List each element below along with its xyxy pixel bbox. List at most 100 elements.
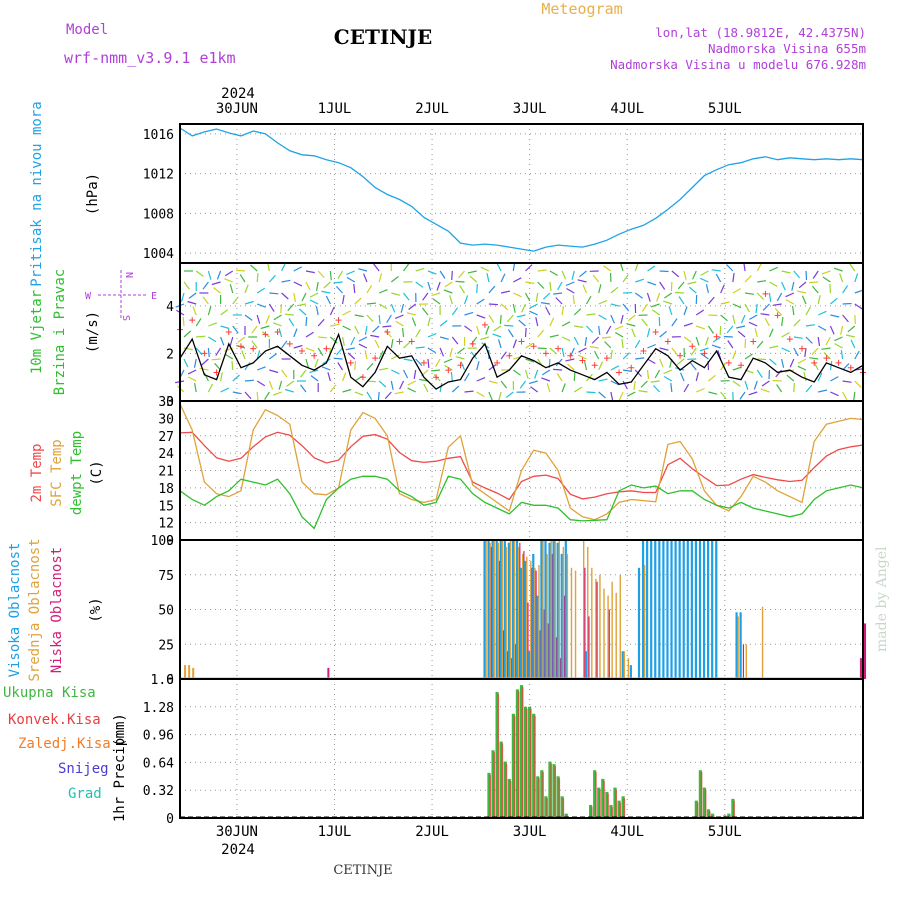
high-cloud-bar <box>483 540 485 679</box>
temp-line <box>180 476 863 528</box>
conv-precip-bar <box>502 744 504 818</box>
wind-arrow <box>556 298 562 305</box>
wind-gust-marker <box>226 329 232 335</box>
wind-gust-marker <box>762 291 768 297</box>
y-tick-label: 4 <box>166 300 174 315</box>
wind-arrow <box>289 318 294 326</box>
wind-arrow <box>727 265 733 271</box>
wind-arrow <box>408 388 416 392</box>
wind-arrow <box>622 339 623 348</box>
wind-arrow <box>745 276 751 282</box>
wind-arrow <box>835 344 843 348</box>
wind-arrow <box>382 326 391 327</box>
wind-arrow <box>334 358 343 359</box>
wind-arrow <box>660 271 669 272</box>
bottom-day-label: 1JUL <box>318 824 352 840</box>
wind-arrow <box>775 309 781 315</box>
wind-arrow <box>615 326 623 330</box>
high-cloud-bar <box>658 540 660 679</box>
wind-arrow <box>501 304 508 310</box>
conv-precip-bar <box>558 778 560 818</box>
wind-arrow <box>400 381 404 389</box>
wind-arrow <box>233 326 238 333</box>
wind-arrow <box>619 392 623 400</box>
wind-arrow <box>701 271 709 275</box>
wind-gust-marker <box>701 350 707 356</box>
wind-arrow <box>647 328 649 337</box>
wind-arrow <box>574 372 575 381</box>
wind-arrow <box>728 341 733 349</box>
wind-arrow <box>599 362 603 370</box>
cloud-legend-high: Visoka Oblacnost <box>7 543 23 678</box>
wind-arrow <box>745 381 748 390</box>
wind-arrow <box>787 375 794 381</box>
wind-arrow <box>257 288 265 293</box>
wind-arrow <box>310 300 318 304</box>
wind-arrow <box>574 337 578 345</box>
wind-arrow <box>846 335 855 337</box>
wind-arrow <box>208 323 216 326</box>
high-cloud-bar <box>740 612 742 679</box>
wind-arrow <box>385 330 391 337</box>
wind-arrow <box>428 334 436 337</box>
conv-precip-bar <box>506 764 508 818</box>
high-cloud-bar <box>707 540 709 679</box>
wind-arrow <box>733 273 734 282</box>
wind-arrow <box>655 370 659 378</box>
wind-arrow <box>238 337 245 342</box>
wind-arrow <box>763 304 769 310</box>
wind-arrow <box>854 392 855 401</box>
wind-arrow <box>282 280 291 282</box>
y-tick-label: 33 <box>158 395 174 410</box>
low-cloud-bar <box>609 610 610 680</box>
model-name: wrf-nmm_v3.9.1 e1km <box>64 49 236 67</box>
top-day-label: 2JUL <box>415 101 449 117</box>
wind-arrow <box>273 323 281 326</box>
wind-arrow <box>486 326 489 335</box>
y-tick-label: 18 <box>158 482 174 497</box>
wind-arrow <box>757 281 766 282</box>
wind-arrow <box>318 348 323 356</box>
wind-arrow <box>440 337 449 339</box>
wind-arrow <box>404 342 411 348</box>
wind-arrow <box>184 331 191 337</box>
high-cloud-bar <box>703 540 705 679</box>
pressure-line <box>180 128 863 251</box>
wind-arrow <box>414 370 416 379</box>
mid-cloud-bar <box>567 554 568 679</box>
wind-arrow <box>628 315 635 321</box>
wind-arrow <box>450 295 453 304</box>
wind-arrow <box>269 293 278 294</box>
wind-gust-marker <box>299 348 305 354</box>
wind-arrow <box>452 337 458 344</box>
wind-arrow <box>586 296 591 304</box>
high-cloud-bar <box>548 543 550 679</box>
wind-arrow <box>499 339 502 348</box>
wind-arrow <box>762 381 769 386</box>
wind-arrow <box>691 363 697 370</box>
wind-gust-marker <box>470 341 476 347</box>
pressure-unit: (hPa) <box>85 173 101 215</box>
temp-line <box>180 432 863 499</box>
wind-arrow <box>440 348 443 356</box>
wind-arrow <box>558 282 562 290</box>
high-cloud-bar <box>674 540 676 679</box>
wind-arrow <box>642 319 648 326</box>
wind-arrow <box>232 361 233 370</box>
conv-precip-bar <box>518 691 520 818</box>
wind-arrow <box>550 271 558 276</box>
wind-arrow <box>460 286 465 294</box>
precip-legend-item: Snijeg <box>58 761 109 777</box>
wind-arrow <box>749 322 757 326</box>
wind-arrow <box>245 392 251 399</box>
top-day-label: 30JUN <box>216 101 258 117</box>
wind-arrow <box>794 320 800 326</box>
wind-arrow <box>769 329 773 337</box>
wind-arrow <box>605 342 611 349</box>
wind-gust-marker <box>689 343 695 349</box>
wind-arrow <box>391 339 393 348</box>
mid-cloud-bar <box>603 589 604 679</box>
wind-arrow <box>301 370 306 377</box>
wind-arrow <box>761 389 770 392</box>
